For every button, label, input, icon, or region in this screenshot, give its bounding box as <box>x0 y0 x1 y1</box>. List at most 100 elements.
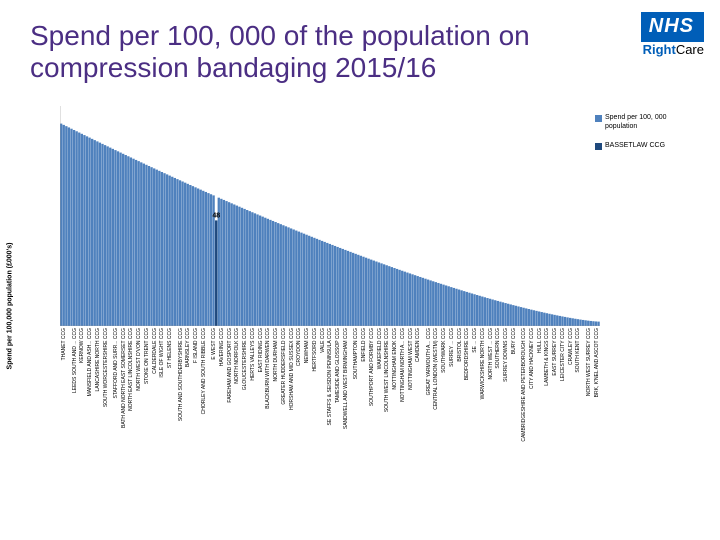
x-category-label: SOUTH KENT CCG <box>575 328 581 373</box>
x-category-label: WAKEFIELD CCG <box>377 328 383 369</box>
x-category-label: TAMESIDE AND GLOSSOP CCG <box>335 328 341 403</box>
bar <box>249 212 251 327</box>
nhs-logo: NHS RightCare <box>641 12 704 57</box>
x-category-label: LAMBETH & KINGS CCG <box>544 328 550 386</box>
bar <box>360 256 362 326</box>
bar <box>437 283 439 326</box>
bar <box>342 249 344 326</box>
x-category-label: E WEST CCG <box>211 328 217 360</box>
bar <box>318 240 320 326</box>
x-category-label: HAVERING CCG <box>219 328 225 366</box>
bar <box>81 134 83 326</box>
bar <box>251 213 253 327</box>
x-category-label: GLOUCESTERSHIRE CCG <box>242 328 248 390</box>
bar <box>533 311 535 327</box>
x-category-label: THANET CCG <box>61 328 67 360</box>
bar <box>158 171 160 326</box>
x-category-label: ISLE OF WIGHT CCG <box>159 328 165 378</box>
bar <box>429 281 431 327</box>
bar <box>499 302 501 326</box>
bar <box>538 312 540 327</box>
x-category-label: CALDERDALE CCG <box>152 328 158 374</box>
bar <box>484 298 486 327</box>
x-category-label: NORTH WEST SURREY CCG <box>586 328 592 396</box>
x-category-label: MANSFIELD AND ASH... CCG <box>87 328 93 396</box>
x-category-label: CROYDON CCG <box>296 328 302 366</box>
x-category-label: VALE CCG <box>320 328 326 353</box>
bar <box>63 125 65 326</box>
bar <box>396 269 398 326</box>
bar <box>468 293 470 326</box>
x-category-label: HORSHAM AND MID SUSSEX CCG <box>289 328 295 410</box>
x-category-label: BATH AND NORTH EAST SOMERSET CCG <box>121 328 127 428</box>
bar <box>378 263 380 327</box>
bar <box>78 133 80 326</box>
bar <box>114 150 116 326</box>
bar <box>179 181 181 327</box>
x-category-label: HERTS VALLEYS CCG <box>250 328 256 381</box>
x-category-label: CENTRAL LONDON (WESTM) CCG <box>433 328 439 410</box>
bar <box>161 172 163 326</box>
x-category-label: BURY CCG <box>511 328 517 354</box>
bar <box>574 319 576 326</box>
x-category-label: NOTTINGHAM WEST CCG <box>408 328 414 390</box>
bar <box>280 225 282 327</box>
x-category-label: BLACKBURN WITH DARWEN CCG <box>265 328 271 409</box>
bar <box>546 314 548 327</box>
bar <box>308 236 310 326</box>
bar <box>587 321 589 326</box>
bar <box>427 280 429 326</box>
bar <box>592 322 594 327</box>
bar <box>517 307 519 327</box>
x-category-label: SOUTHERN CCG <box>495 328 501 369</box>
bar <box>127 157 129 327</box>
x-category-label: SOUTH WEST LINCOLNSHIRE CCG <box>384 328 390 412</box>
bar <box>344 250 346 326</box>
bar <box>417 276 419 326</box>
bar <box>228 203 230 327</box>
bar <box>148 166 150 326</box>
bar <box>305 235 307 326</box>
bar <box>86 137 88 327</box>
bar <box>277 223 279 326</box>
x-category-label: GREATER HUDDERSFIELD CCG <box>281 328 287 405</box>
bar <box>590 321 592 326</box>
bar <box>225 201 227 326</box>
bar <box>169 176 171 326</box>
bar <box>96 142 98 327</box>
bar <box>367 259 369 326</box>
bar <box>597 322 599 326</box>
x-category-label: LEICESTER CITY CCG <box>560 328 566 381</box>
bar <box>541 312 543 326</box>
chart: Spend per 100,000 population (£000's) 01… <box>30 106 690 506</box>
highlight-value-label: 48 <box>212 213 220 220</box>
x-category-label: FAREHAM AND GOSPORT CCG <box>227 328 233 403</box>
bar <box>569 318 571 326</box>
bar <box>572 319 574 327</box>
x-category-label: NORTH WEST ... CCG <box>488 328 494 379</box>
bar <box>295 231 297 326</box>
bar <box>298 232 300 326</box>
x-category-label: GREAT YARMOUTH A... CCG <box>426 328 432 395</box>
bar <box>510 305 512 327</box>
bar <box>566 318 568 327</box>
bar <box>326 243 328 326</box>
bar <box>497 301 499 326</box>
x-category-label: SOUTH WORCESTERSHIRE CCG <box>103 328 109 407</box>
bar <box>336 247 338 326</box>
bar <box>231 204 233 327</box>
bar <box>507 304 509 326</box>
bar <box>559 316 561 326</box>
bar <box>525 309 527 327</box>
x-category-label: NORTH EAST LINCOLNSHIRE CCG <box>128 328 134 411</box>
x-category-label: KERNOW CCG <box>79 328 85 363</box>
bar <box>262 217 264 326</box>
bar <box>386 266 388 327</box>
bar-highlight <box>215 221 217 327</box>
bar <box>156 170 158 326</box>
bar <box>398 270 400 326</box>
legend: Spend per 100, 000 population BASSETLAW … <box>595 114 690 160</box>
x-category-label: LEEDS SOUTH AND ... CCG <box>72 328 78 393</box>
bar <box>584 321 586 327</box>
bar <box>535 311 537 326</box>
